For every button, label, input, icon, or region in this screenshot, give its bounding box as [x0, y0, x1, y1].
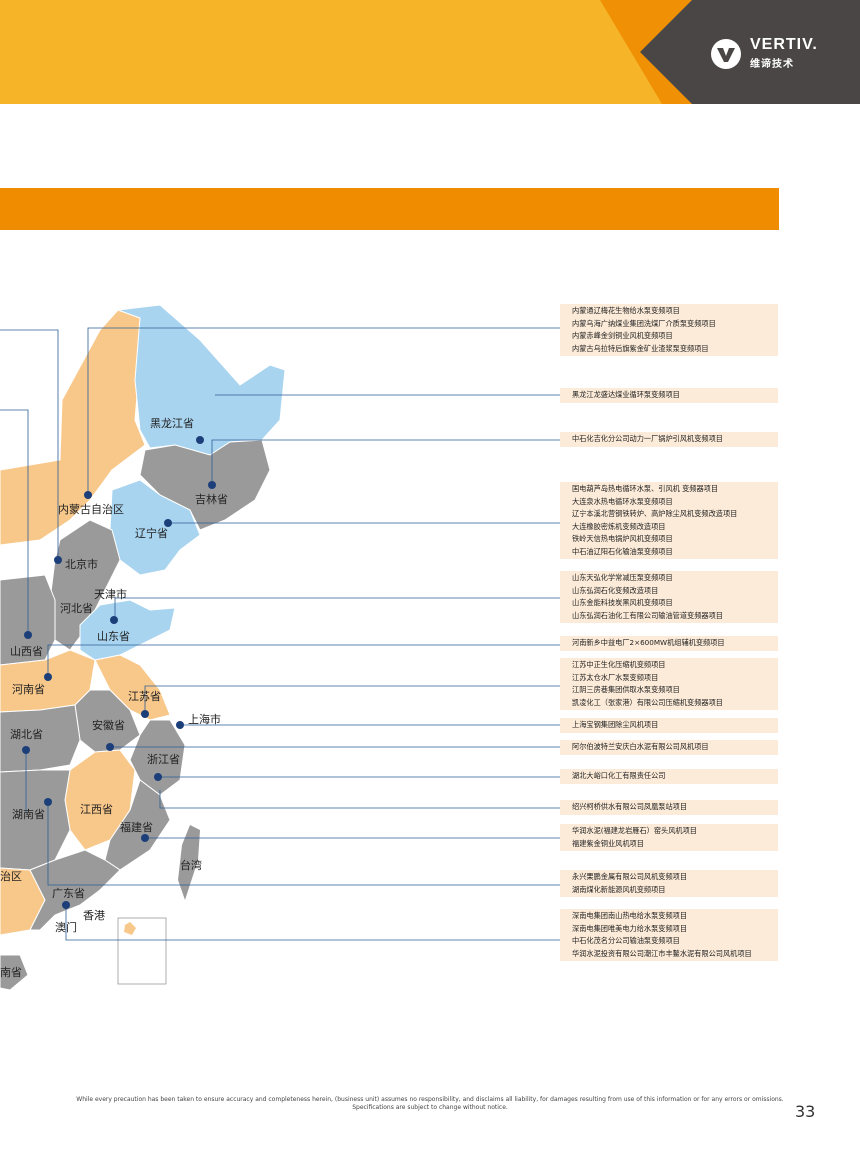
callout-neimenggu: 内蒙通辽梅花生物给水泵变频项目 内蒙乌海广纳煤业集团洗煤厂介质泵变频项目 内蒙赤… — [560, 304, 778, 356]
callout-liaoning: 国电葫芦岛热电循环水泵、引风机 变频器项目 大连泉水热电循环水泵变频项目 辽宁本… — [560, 482, 778, 559]
callout-guangdong: 深南电集团南山热电给水泵变频项目 深南电集团唯美电力给水泵变频项目 中石化茂名分… — [560, 909, 778, 961]
callout-item: 江阴三房巷集团供取水泵变频项目 — [572, 684, 778, 697]
label-zhejiang: 浙江省 — [147, 753, 180, 766]
callout-item: 辽宁本溪北营钢铁转炉、高炉除尘风机变频改造项目 — [572, 508, 778, 521]
label-fujian: 福建省 — [120, 820, 153, 834]
label-shanxi: 山西省 — [10, 645, 43, 658]
callout-item: 绍兴柯桥供水有限公司凤凰泵站项目 — [572, 801, 778, 814]
callout-heilongjiang: 黑龙江龙盛达煤业循环泵变频项目 — [560, 388, 778, 403]
callout-item: 永兴栗鹏金属有限公司风机变频项目 — [572, 871, 778, 884]
callout-hubei: 湖北大峪口化工有限责任公司 — [560, 769, 778, 784]
brand-name: VERTIV. — [750, 36, 818, 53]
region-taiwan — [178, 825, 200, 900]
callout-item: 湖北大峪口化工有限责任公司 — [572, 770, 778, 783]
label-hunan: 湖南省 — [12, 808, 45, 821]
section-bar — [0, 188, 779, 230]
callout-item: 阿尔伯波特兰安庆白水泥有限公司风机项目 — [572, 741, 778, 754]
label-taiwan: 台湾 — [180, 858, 202, 872]
callout-item: 山东金能科技炭黑风机变频项目 — [572, 597, 778, 610]
china-projects-map: 黑龙江省 吉林省 辽宁省 内蒙古自治区 北京市 天津市 河北省 山西省 山东省 … — [0, 304, 560, 991]
region-neimenggu — [0, 309, 146, 546]
label-henan: 河南省 — [12, 683, 45, 696]
disclaimer-line-1: While every precaution has been taken to… — [76, 1096, 784, 1103]
region-hainan — [0, 954, 29, 991]
label-beijing: 北京市 — [65, 557, 98, 571]
disclaimer-line-2: Specifications are subject to change wit… — [352, 1104, 508, 1111]
label-shandong: 山东省 — [97, 630, 130, 643]
vertiv-logo-icon — [711, 39, 741, 69]
callout-item: 黑龙江龙盛达煤业循环泵变频项目 — [572, 389, 778, 402]
callout-item: 山东天弘化学常减压泵变频项目 — [572, 572, 778, 585]
callout-item: 国电葫芦岛热电循环水泵、引风机 变频器项目 — [572, 483, 778, 496]
callout-shanghai: 上海宝钢集团除尘风机项目 — [560, 718, 778, 733]
callout-item: 中石化茂名分公司输油泵变频项目 — [572, 935, 778, 948]
callout-hunan: 永兴栗鹏金属有限公司风机变频项目 湖南煤化新能源风机变频项目 — [560, 870, 778, 897]
callout-fujian: 华润水泥(福建龙岩雁石）窑头风机项目 福建紫金铜业风机项目 — [560, 824, 778, 851]
label-heilongjiang: 黑龙江省 — [150, 417, 194, 430]
label-hongkong: 香港 — [83, 909, 105, 922]
label-guangdong: 广东省 — [52, 887, 85, 900]
region-heilongjiang — [117, 304, 286, 456]
page-number: 33 — [795, 1102, 816, 1121]
callout-shandong: 山东天弘化学常减压泵变频项目 山东弘润石化变频改造项目 山东金能科技炭黑风机变频… — [560, 571, 778, 623]
callout-item: 凯凌化工（张家港）有限公司压缩机变频器项目 — [572, 697, 778, 710]
callout-zhejiang: 绍兴柯桥供水有限公司凤凰泵站项目 — [560, 800, 778, 815]
callout-anhui: 阿尔伯波特兰安庆白水泥有限公司风机项目 — [560, 740, 778, 755]
callout-item: 福建紫金铜业风机项目 — [572, 838, 778, 851]
label-jiangsu: 江苏省 — [128, 690, 161, 703]
label-anhui: 安徽省 — [92, 718, 125, 732]
callout-item: 山东弘润石油化工有限公司输油管道变频器项目 — [572, 610, 778, 623]
brand-logo: VERTIV. 维谛技术 — [750, 36, 818, 70]
callout-item: 深南电集团南山热电给水泵变频项目 — [572, 910, 778, 923]
callout-item: 内蒙赤峰金剑铜业风机变频项目 — [572, 330, 778, 343]
label-hebei: 河北省 — [60, 602, 93, 615]
callout-henan: 河南新乡中益电厂2×600MW机组辅机变频项目 — [560, 636, 778, 651]
callout-item: 大连橡胶密炼机变频改造项目 — [572, 521, 778, 534]
label-guangxi: 治区 — [0, 869, 22, 883]
callout-item: 湖南煤化新能源风机变频项目 — [572, 884, 778, 897]
label-jiangxi: 江西省 — [80, 803, 113, 816]
callout-item: 内蒙通辽梅花生物给水泵变频项目 — [572, 305, 778, 318]
callout-item: 华润水泥(福建龙岩雁石）窑头风机项目 — [572, 825, 778, 838]
callout-item: 河南新乡中益电厂2×600MW机组辅机变频项目 — [572, 637, 778, 650]
callout-item: 华润水泥投资有限公司潮江市丰鳌水泥有限公司风机项目 — [572, 948, 778, 961]
callout-item: 江苏中正生化压缩机变频项目 — [572, 659, 778, 672]
label-neimenggu: 内蒙古自治区 — [58, 502, 124, 516]
region-shanxi — [0, 574, 56, 666]
callout-item: 江苏太仓水厂水泵变频项目 — [572, 672, 778, 685]
callout-item: 山东弘润石化变频改造项目 — [572, 585, 778, 598]
footer-disclaimer: While every precaution has been taken to… — [60, 1096, 800, 1112]
label-hubei: 湖北省 — [10, 728, 43, 741]
callout-jiangsu: 江苏中正生化压缩机变频项目 江苏太仓水厂水泵变频项目 江阴三房巷集团供取水泵变频… — [560, 658, 778, 710]
label-shanghai: 上海市 — [188, 712, 221, 726]
callout-item: 大连泉水热电循环水泵变频项目 — [572, 496, 778, 509]
callout-item: 深南电集团唯美电力给水泵变频项目 — [572, 923, 778, 936]
callout-item: 上海宝钢集团除尘风机项目 — [572, 719, 778, 732]
callout-item: 内蒙古乌拉特后旗紫金矿业渣浆泵变频项目 — [572, 343, 778, 356]
region-zhejiang — [129, 719, 186, 796]
brand-subtitle: 维谛技术 — [750, 59, 794, 70]
label-macau: 澳门 — [55, 920, 77, 934]
callout-item: 铁岭天信热电锅炉风机变频项目 — [572, 533, 778, 546]
label-hainan: 南省 — [0, 966, 22, 979]
label-tianjin: 天津市 — [94, 587, 127, 601]
label-liaoning: 辽宁省 — [135, 526, 168, 540]
callout-item: 中石化吉化分公司动力一厂锅炉引风机变频项目 — [572, 433, 778, 446]
callout-jilin: 中石化吉化分公司动力一厂锅炉引风机变频项目 — [560, 432, 778, 447]
region-guangdong — [29, 849, 121, 931]
south-sea-inset — [117, 917, 167, 985]
label-jilin: 吉林省 — [195, 492, 228, 506]
callout-item: 中石油辽阳石化输油泵变频项目 — [572, 546, 778, 559]
callout-item: 内蒙乌海广纳煤业集团洗煤厂介质泵变频项目 — [572, 318, 778, 331]
